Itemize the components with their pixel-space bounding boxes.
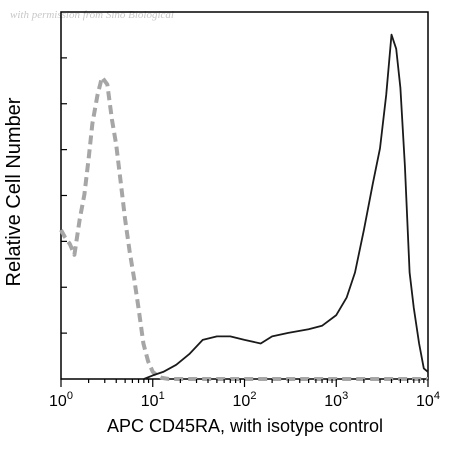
axes — [60, 11, 429, 380]
x-tick-label: 102 — [233, 390, 257, 410]
x-tick-label: 104 — [416, 390, 440, 410]
x-tick-label: 103 — [324, 390, 348, 410]
isotype-control-line — [59, 75, 428, 381]
x-tick-label: 101 — [141, 390, 165, 410]
x-axis-label: APC CD45RA, with isotype control — [106, 416, 384, 436]
cd45ra-line — [143, 33, 429, 380]
tick-layer: 100 101 102 103 104 — [49, 379, 440, 410]
x-tick-label: 100 — [49, 390, 73, 410]
series-layer — [59, 33, 429, 381]
plot-frame — [60, 11, 429, 380]
